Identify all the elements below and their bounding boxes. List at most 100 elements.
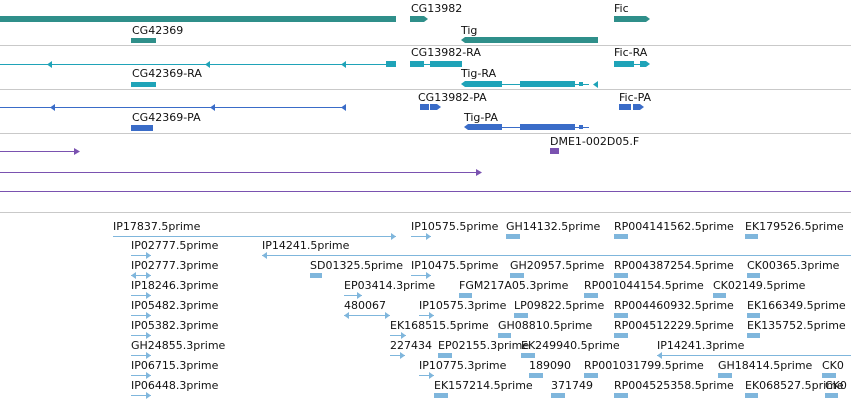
est-label: IP06448.3prime [131, 379, 219, 392]
est-label: GH14132.5prime [506, 220, 601, 233]
est-label: CK00365.3prime [747, 259, 840, 272]
gene-feature-tig[interactable] [461, 37, 598, 43]
est-feature[interactable] [131, 312, 151, 319]
est-label: EK166349.5prime [747, 299, 846, 312]
strand-arrow [146, 332, 151, 339]
est-label: IP10575.5prime [411, 220, 499, 233]
gene-label-tig: Tig [460, 24, 477, 37]
est-label: 189090 [529, 359, 571, 372]
est-feature[interactable] [390, 352, 405, 359]
strand-arrow [262, 252, 267, 259]
strand-arrow [357, 292, 362, 299]
est-label: RP004525358.5prime [614, 379, 734, 392]
gene-label-cg13982: CG13982 [411, 2, 462, 15]
transcript-exon[interactable] [461, 81, 502, 87]
est-feature[interactable] [614, 313, 628, 318]
est-label: IP10775.3prime [419, 359, 507, 372]
est-feature[interactable] [411, 233, 431, 240]
est-feature[interactable] [529, 373, 543, 378]
est-feature[interactable] [459, 293, 472, 298]
est-feature[interactable] [438, 353, 452, 358]
est-feature[interactable] [614, 273, 628, 278]
est-feature[interactable] [718, 373, 732, 378]
transcript-exon[interactable] [386, 61, 396, 67]
est-label: EP02155.3prime [438, 339, 529, 352]
est-feature[interactable] [825, 393, 838, 398]
protein-exon[interactable] [464, 124, 502, 130]
protein-track: CG13982-PA Fic-PA CG42369-PA Tig-PA [0, 91, 652, 131]
est-feature[interactable] [131, 372, 151, 379]
est-label: RP004460932.5prime [614, 299, 734, 312]
est-feature[interactable] [344, 312, 390, 319]
protein-exon[interactable] [420, 104, 429, 110]
est-feature[interactable] [411, 272, 431, 279]
strand-arrow [341, 61, 346, 68]
est-label: EK249940.5prime [521, 339, 620, 352]
gene-feature-left[interactable] [0, 16, 396, 22]
est-feature[interactable] [498, 333, 511, 338]
est-feature[interactable] [614, 234, 628, 239]
protein-exon[interactable] [131, 125, 153, 131]
gene-feature-cg42369[interactable] [131, 38, 156, 43]
transcript-exon[interactable] [131, 82, 156, 87]
protein-label-cg13982-pa: CG13982-PA [418, 91, 487, 104]
est-feature[interactable] [745, 234, 758, 239]
est-label: 227434 [390, 339, 432, 352]
est-feature[interactable] [434, 393, 448, 398]
est-feature[interactable] [419, 372, 434, 379]
insertion-feature[interactable] [550, 148, 559, 154]
est-feature[interactable] [822, 373, 836, 378]
est-feature[interactable] [510, 273, 524, 278]
est-feature[interactable] [113, 233, 396, 240]
est-feature[interactable] [310, 273, 322, 278]
transcript-exon[interactable] [614, 61, 634, 67]
strand-arrow [344, 312, 349, 319]
transcript-exon[interactable] [410, 61, 424, 67]
protein-exon[interactable] [579, 125, 583, 129]
gene-feature-cg13982[interactable] [410, 16, 428, 22]
est-feature[interactable] [584, 293, 598, 298]
est-feature[interactable] [657, 352, 851, 359]
est-feature[interactable] [614, 333, 628, 338]
insertion-track: DME1-002D05.F [0, 135, 851, 192]
est-feature[interactable] [131, 332, 151, 339]
transcript-exon[interactable] [430, 61, 462, 67]
est-feature[interactable] [344, 292, 362, 299]
est-feature[interactable] [131, 392, 151, 399]
protein-exon[interactable] [430, 104, 441, 110]
est-feature[interactable] [131, 252, 151, 259]
transcript-exon[interactable] [579, 82, 583, 86]
est-feature[interactable] [747, 333, 760, 338]
strand-arrow [385, 312, 390, 319]
est-label: RP001031799.5prime [584, 359, 704, 372]
protein-exon[interactable] [520, 124, 575, 130]
est-feature[interactable] [419, 312, 434, 319]
est-feature[interactable] [551, 393, 565, 398]
est-label: CK02149.5prime [713, 279, 806, 292]
est-feature[interactable] [262, 252, 851, 259]
est-feature[interactable] [131, 352, 151, 359]
protein-exon[interactable] [633, 104, 644, 110]
est-feature[interactable] [747, 313, 760, 318]
est-label: EK157214.5prime [434, 379, 533, 392]
protein-exon[interactable] [619, 104, 631, 110]
transcript-exon[interactable] [640, 61, 650, 67]
est-label: EK179526.5prime [745, 220, 844, 233]
est-feature[interactable] [514, 313, 528, 318]
est-feature[interactable] [747, 273, 760, 278]
est-feature[interactable] [745, 393, 758, 398]
est-feature[interactable] [131, 272, 151, 279]
est-feature[interactable] [390, 332, 406, 339]
est-feature[interactable] [584, 373, 598, 378]
insertion-label: DME1-002D05.F [550, 135, 639, 148]
est-feature[interactable] [521, 353, 535, 358]
est-feature[interactable] [506, 234, 520, 239]
est-feature[interactable] [131, 292, 151, 299]
est-label: RP004141562.5prime [614, 220, 734, 233]
est-label: LP09822.5prime [514, 299, 605, 312]
transcript-exon[interactable] [520, 81, 575, 87]
gene-feature-fic[interactable] [614, 16, 650, 22]
est-label: EK135752.5prime [747, 319, 846, 332]
est-feature[interactable] [713, 293, 726, 298]
est-feature[interactable] [614, 393, 628, 398]
